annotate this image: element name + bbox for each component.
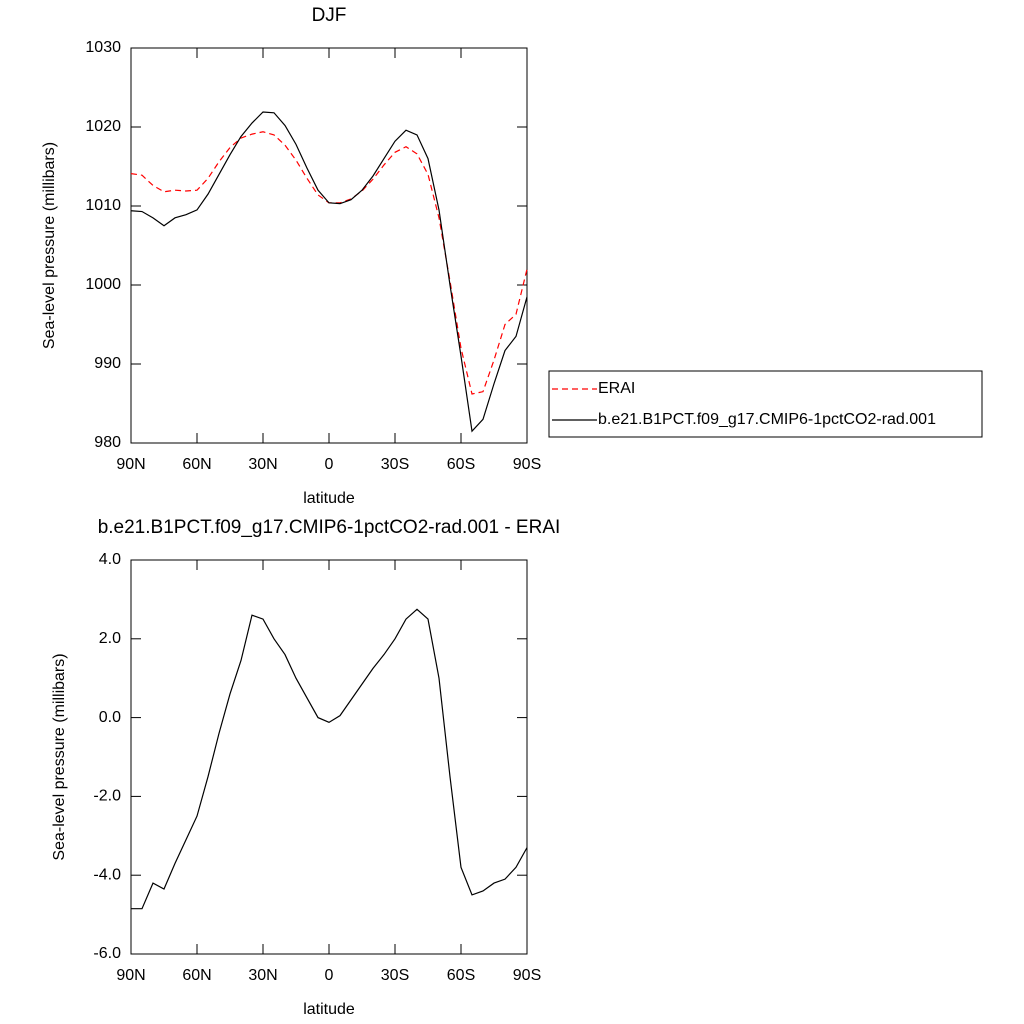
x-tick-label: 30S (381, 456, 409, 473)
x-tick-label: 30N (248, 967, 277, 984)
chart-title: DJF (312, 5, 347, 26)
x-tick-label: 60N (182, 456, 211, 473)
y-tick-label: 1030 (85, 39, 121, 56)
x-tick-label: 60S (447, 456, 475, 473)
y-tick-label: -4.0 (93, 866, 121, 883)
x-tick-label: 0 (325, 967, 334, 984)
chart-title: b.e21.B1PCT.f09_g17.CMIP6-1pctCO2-rad.00… (98, 517, 561, 538)
x-tick-label: 0 (325, 456, 334, 473)
y-tick-label: 1020 (85, 118, 121, 135)
x-tick-label: 60N (182, 967, 211, 984)
y-axis-label: Sea-level pressure (millibars) (51, 653, 68, 860)
y-tick-label: 0.0 (99, 709, 121, 726)
x-tick-label: 30N (248, 456, 277, 473)
x-tick-label: 30S (381, 967, 409, 984)
y-tick-label: -2.0 (93, 788, 121, 805)
plot-frame (130, 559, 528, 955)
x-axis-label: latitude (303, 490, 355, 507)
x-tick-label: 90S (513, 456, 541, 473)
y-axis-label: Sea-level pressure (millibars) (41, 142, 58, 349)
x-tick-label: 90N (116, 967, 145, 984)
x-tick-label: 60S (447, 967, 475, 984)
y-tick-label: 1010 (85, 197, 121, 214)
y-tick-label: 4.0 (99, 551, 121, 568)
y-tick-label: 980 (94, 434, 121, 451)
y-tick-label: 1000 (85, 276, 121, 293)
data-line (130, 131, 528, 395)
legend-label: ERAI (598, 380, 635, 397)
plot-frame (130, 47, 528, 444)
data-line (130, 111, 528, 433)
y-tick-label: 990 (94, 355, 121, 372)
x-tick-label: 90N (116, 456, 145, 473)
x-tick-label: 90S (513, 967, 541, 984)
legend-label: b.e21.B1PCT.f09_g17.CMIP6-1pctCO2-rad.00… (598, 411, 936, 428)
y-tick-label: -6.0 (93, 945, 121, 962)
legend-box (548, 370, 983, 438)
data-line (131, 608, 528, 910)
x-axis-label: latitude (303, 1001, 355, 1018)
y-tick-label: 2.0 (99, 630, 121, 647)
